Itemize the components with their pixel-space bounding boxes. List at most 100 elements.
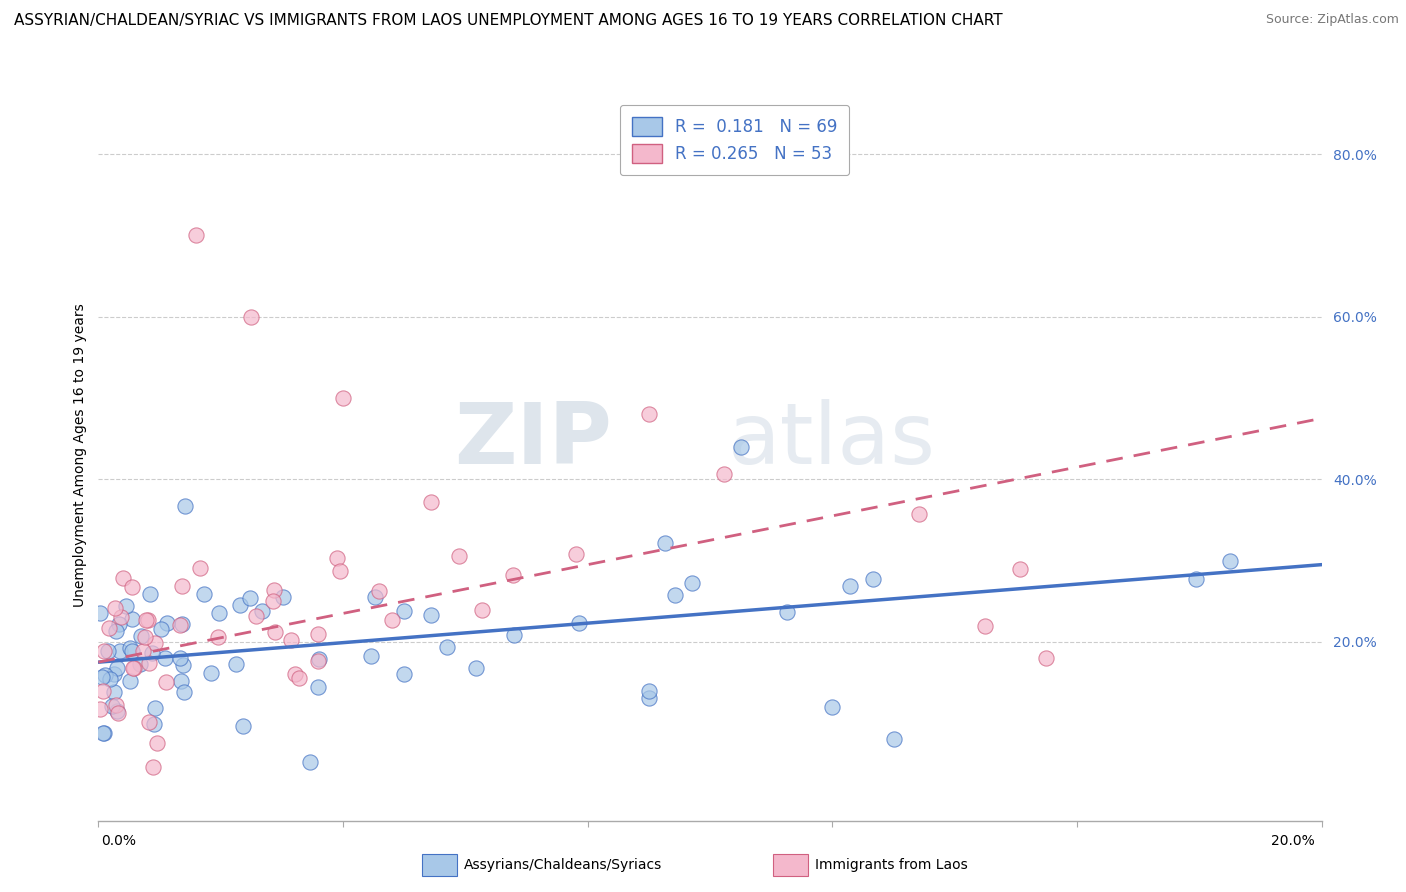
Point xyxy=(308,652,330,666)
Point xyxy=(110,643,132,657)
Point xyxy=(329,564,352,578)
Point xyxy=(883,732,905,747)
Point xyxy=(262,593,284,607)
Point xyxy=(263,625,285,640)
Point xyxy=(121,612,143,626)
Point xyxy=(120,673,142,688)
Point xyxy=(363,590,385,604)
Point xyxy=(121,660,143,674)
Point xyxy=(228,598,250,612)
Point xyxy=(308,627,330,641)
Point xyxy=(299,756,322,770)
Point xyxy=(225,657,247,672)
Text: Assyrians/Chaldeans/Syriacs: Assyrians/Chaldeans/Syriacs xyxy=(464,858,662,872)
Point xyxy=(263,583,285,598)
Point xyxy=(104,601,127,615)
Point xyxy=(108,616,131,631)
Point xyxy=(93,668,115,682)
Point xyxy=(142,760,165,774)
Point xyxy=(118,640,141,655)
Point xyxy=(121,580,143,594)
Point xyxy=(392,666,416,681)
Point xyxy=(471,602,494,616)
Point xyxy=(129,657,152,672)
Text: 0.0%: 0.0% xyxy=(101,834,136,848)
Point xyxy=(105,698,128,712)
Point xyxy=(105,660,128,674)
Point xyxy=(91,725,114,739)
Point xyxy=(136,614,159,628)
Point xyxy=(155,675,177,690)
Point xyxy=(153,651,176,665)
Point xyxy=(284,667,307,681)
Point xyxy=(110,610,132,624)
Point xyxy=(131,643,153,657)
Point xyxy=(307,654,329,668)
Point xyxy=(436,640,458,654)
Point xyxy=(838,579,860,593)
Point xyxy=(139,587,162,601)
Point xyxy=(637,407,661,421)
Point xyxy=(170,674,193,689)
Point xyxy=(134,630,156,644)
Text: ZIP: ZIP xyxy=(454,399,612,482)
Point xyxy=(90,670,112,684)
Point xyxy=(447,549,470,564)
Point xyxy=(138,656,160,670)
Point xyxy=(143,716,166,731)
Point xyxy=(131,629,153,643)
Point xyxy=(503,628,526,642)
Point xyxy=(664,588,686,602)
Point xyxy=(101,698,124,713)
Point xyxy=(115,599,138,614)
Point xyxy=(174,500,197,514)
Point xyxy=(564,547,586,561)
Point xyxy=(1008,562,1031,576)
Point xyxy=(1185,572,1208,586)
Point xyxy=(141,646,163,660)
Point xyxy=(135,613,157,627)
Point xyxy=(107,706,129,720)
Point xyxy=(239,591,262,606)
Point xyxy=(465,661,488,675)
Point xyxy=(502,568,524,582)
Point xyxy=(381,613,404,627)
Point xyxy=(638,691,661,706)
Point xyxy=(112,571,135,585)
Point xyxy=(169,618,191,632)
Point xyxy=(193,587,215,601)
Point xyxy=(188,561,211,575)
Point xyxy=(150,623,173,637)
Point xyxy=(104,624,127,639)
Point xyxy=(170,578,193,592)
Point xyxy=(862,572,884,586)
Point xyxy=(105,704,128,718)
Point xyxy=(200,665,222,680)
Point xyxy=(122,661,145,675)
Point xyxy=(776,606,799,620)
Point xyxy=(1219,553,1241,567)
Point xyxy=(325,550,347,565)
Point xyxy=(367,584,389,599)
Point xyxy=(288,671,311,685)
Point xyxy=(98,672,121,686)
Point xyxy=(1035,651,1057,665)
Point xyxy=(121,644,143,658)
Point xyxy=(97,644,120,658)
Point xyxy=(654,536,676,550)
Point xyxy=(173,685,195,699)
Point xyxy=(245,608,267,623)
Text: 20.0%: 20.0% xyxy=(1271,834,1315,848)
Point xyxy=(103,685,125,699)
Point xyxy=(169,651,191,665)
Point xyxy=(172,658,194,673)
Text: ASSYRIAN/CHALDEAN/SYRIAC VS IMMIGRANTS FROM LAOS UNEMPLOYMENT AMONG AGES 16 TO 1: ASSYRIAN/CHALDEAN/SYRIAC VS IMMIGRANTS F… xyxy=(14,13,1002,29)
Point xyxy=(730,440,752,454)
Point xyxy=(280,632,302,647)
Point xyxy=(156,616,179,631)
Point xyxy=(143,701,166,715)
Point xyxy=(143,636,166,650)
Point xyxy=(332,391,354,405)
Point xyxy=(208,607,231,621)
Text: Source: ZipAtlas.com: Source: ZipAtlas.com xyxy=(1265,13,1399,27)
